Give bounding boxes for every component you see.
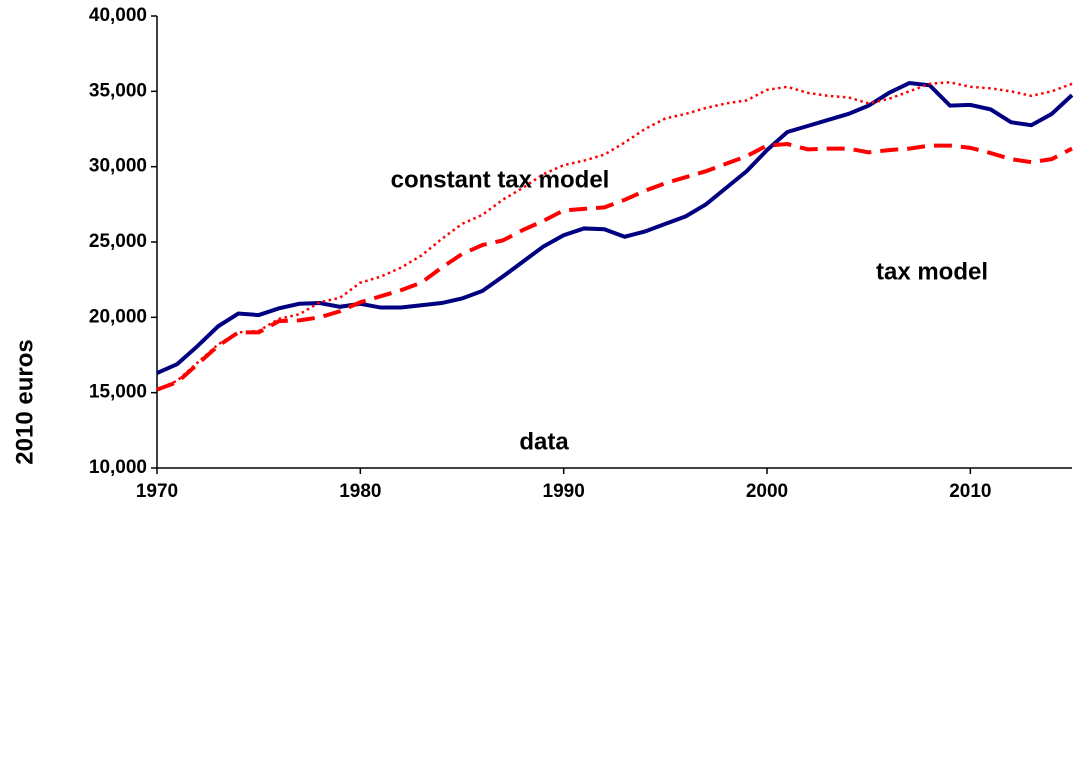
series-line: [156, 81, 1073, 391]
y-tick-label: 40,000: [89, 5, 147, 26]
series-line: [156, 142, 1073, 392]
y-tick-label: 30,000: [89, 156, 147, 177]
y-tick-label: 15,000: [89, 382, 147, 403]
series-label: tax model: [876, 258, 988, 285]
x-tick-label: 1970: [136, 481, 178, 502]
y-tick-label: 20,000: [89, 306, 147, 327]
x-tick-label: 2000: [746, 481, 788, 502]
y-tick-label: 25,000: [89, 231, 147, 252]
series-line: [156, 80, 1074, 375]
x-tick-label: 1990: [543, 481, 585, 502]
y-axis-label: 2010 euros: [11, 339, 38, 464]
x-tick-label: 1980: [339, 481, 381, 502]
y-tick-label: 35,000: [89, 80, 147, 101]
y-tick-label: 10,000: [89, 457, 147, 478]
x-tick-label: 2010: [949, 481, 991, 502]
series-label: constant tax model: [391, 166, 610, 193]
series-label: data: [519, 428, 569, 455]
